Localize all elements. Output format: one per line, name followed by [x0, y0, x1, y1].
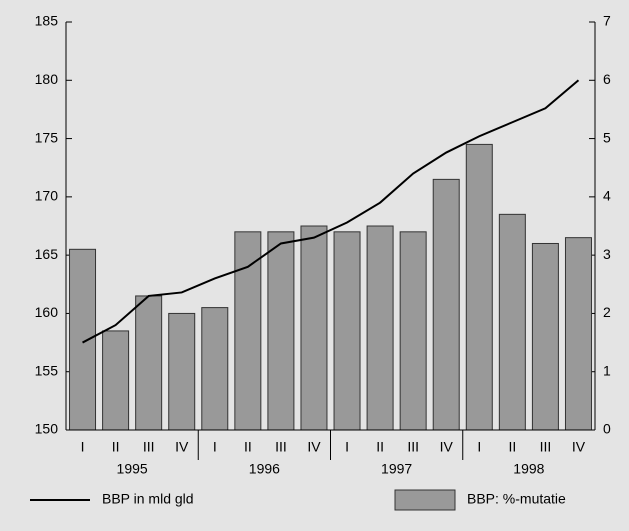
x-tick-label: II	[508, 439, 516, 455]
bar	[267, 231, 295, 431]
y-tick-label: 165	[35, 246, 59, 262]
legend-label: BBP: %-mutatie	[467, 491, 566, 507]
y-tick-label: 155	[35, 362, 59, 378]
y-tick-label: 185	[35, 13, 59, 29]
bar	[234, 231, 262, 431]
y2-tick-label: 5	[603, 129, 611, 145]
bar	[465, 143, 493, 431]
bar	[432, 178, 460, 431]
bar	[300, 225, 328, 431]
x-tick-label: II	[112, 439, 120, 455]
x-tick-label: IV	[175, 439, 189, 455]
x-tick-label: III	[143, 439, 155, 455]
y2-tick-label: 3	[603, 246, 611, 262]
x-tick-label: I	[477, 439, 481, 455]
x-tick-label: III	[407, 439, 419, 455]
x-group-label: 1997	[381, 461, 412, 477]
line	[82, 79, 580, 344]
bar	[333, 231, 361, 431]
x-tick-label: I	[81, 439, 85, 455]
x-tick-label: IV	[440, 439, 454, 455]
x-tick-label: III	[540, 439, 552, 455]
x-tick-label: IV	[572, 439, 586, 455]
bar	[399, 231, 427, 431]
x-tick-label: I	[213, 439, 217, 455]
legend-label: BBP in mld gld	[102, 491, 194, 507]
y-tick-label: 180	[35, 71, 59, 87]
bar	[366, 225, 394, 431]
bar	[531, 242, 559, 431]
x-group-label: 1998	[513, 461, 544, 477]
x-tick-label: III	[275, 439, 287, 455]
y-tick-label: 170	[35, 188, 59, 204]
x-tick-label: II	[244, 439, 252, 455]
bar	[102, 330, 130, 431]
y-tick-label: 160	[35, 304, 59, 320]
y2-tick-label: 7	[603, 13, 611, 29]
x-tick-label: IV	[307, 439, 321, 455]
y2-tick-label: 4	[603, 188, 611, 204]
x-group-label: 1995	[117, 461, 148, 477]
bar	[498, 213, 526, 431]
bar	[201, 307, 229, 431]
y2-tick-label: 0	[603, 421, 611, 437]
y2-tick-label: 1	[603, 362, 611, 378]
legend-swatch	[394, 489, 456, 511]
bar	[168, 312, 196, 431]
bar	[135, 295, 163, 431]
y2-tick-label: 2	[603, 304, 611, 320]
x-group-label: 1996	[249, 461, 280, 477]
y-tick-label: 175	[35, 129, 59, 145]
x-tick-label: I	[345, 439, 349, 455]
bar	[69, 248, 97, 431]
y-tick-label: 150	[35, 421, 59, 437]
x-tick-label: II	[376, 439, 384, 455]
bar	[564, 237, 592, 431]
y2-tick-label: 6	[603, 71, 611, 87]
